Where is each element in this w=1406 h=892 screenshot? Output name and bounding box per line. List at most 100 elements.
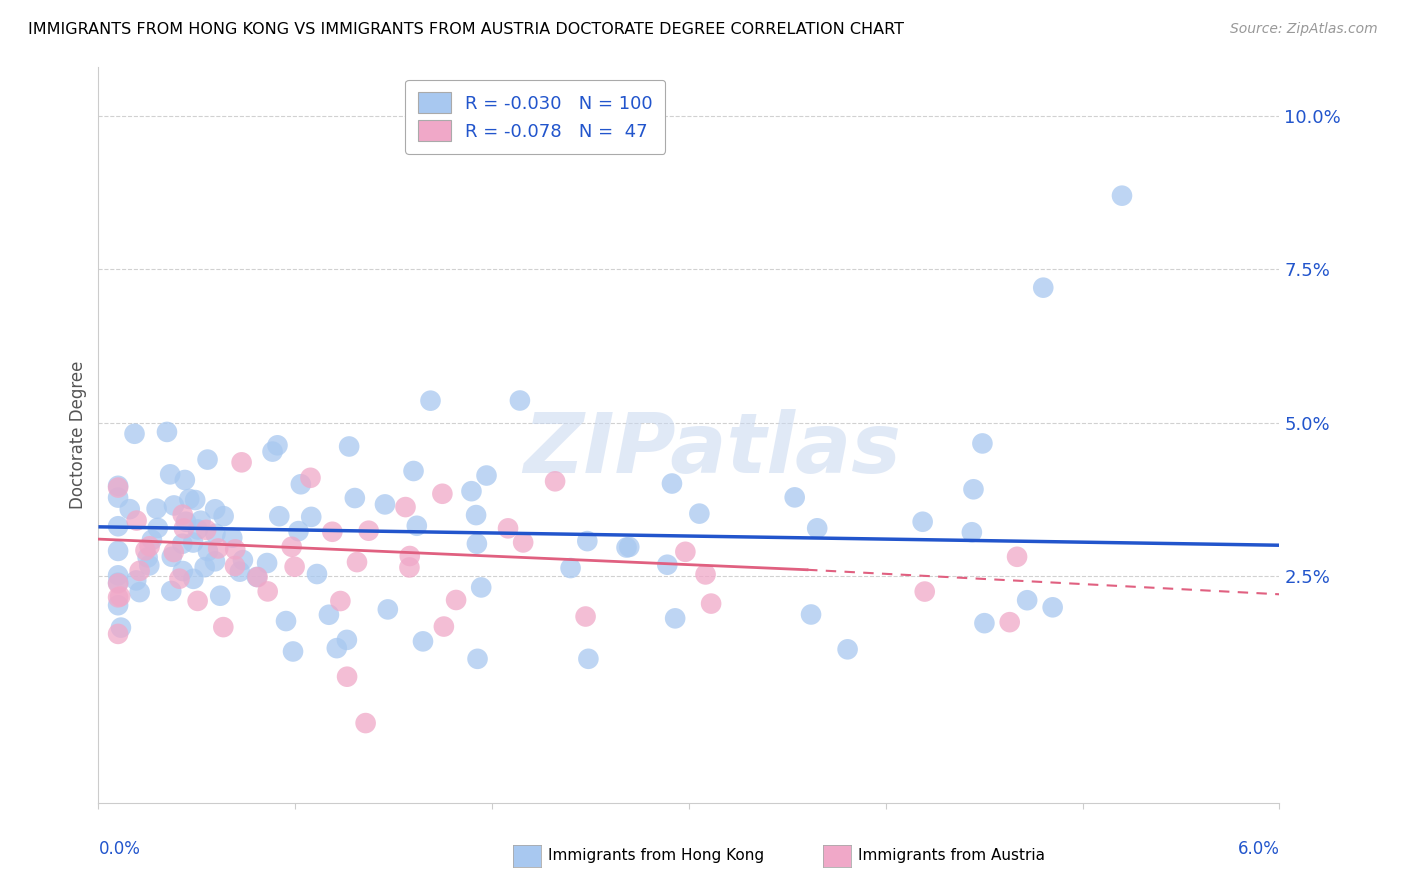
Point <box>374 497 396 511</box>
Point <box>134 543 156 558</box>
Point <box>160 549 183 564</box>
Point <box>204 526 226 541</box>
Point <box>194 560 217 574</box>
Point <box>962 483 984 497</box>
Point <box>179 491 201 506</box>
Point <box>326 641 349 656</box>
Point <box>187 523 209 537</box>
Point <box>357 524 380 538</box>
Point <box>269 509 291 524</box>
Point <box>432 487 454 501</box>
Point <box>159 467 181 482</box>
Point <box>783 491 806 505</box>
Point <box>197 452 219 467</box>
Point <box>212 509 235 524</box>
Point <box>433 619 456 633</box>
Point <box>1032 280 1054 294</box>
Point <box>405 518 427 533</box>
Point <box>128 564 150 578</box>
Point <box>107 491 129 505</box>
Point <box>336 632 359 647</box>
Point <box>465 537 488 551</box>
Point <box>156 425 179 439</box>
Point <box>172 564 194 578</box>
Point <box>509 393 531 408</box>
Point <box>246 570 269 584</box>
Point <box>574 609 596 624</box>
Point <box>972 436 994 450</box>
Point <box>475 468 498 483</box>
Point <box>204 554 226 568</box>
Point <box>125 514 148 528</box>
Point <box>160 584 183 599</box>
Text: IMMIGRANTS FROM HONG KONG VS IMMIGRANTS FROM AUSTRIA DOCTORATE DEGREE CORRELATIO: IMMIGRANTS FROM HONG KONG VS IMMIGRANTS … <box>28 22 904 37</box>
Point <box>207 541 229 556</box>
Point <box>212 620 235 634</box>
Point <box>398 560 420 574</box>
Point <box>444 593 467 607</box>
Point <box>467 652 489 666</box>
Point <box>197 544 219 558</box>
Point <box>138 558 160 573</box>
Point <box>346 555 368 569</box>
Point <box>274 614 297 628</box>
Point <box>256 584 278 599</box>
Point <box>806 521 828 535</box>
Point <box>108 590 131 604</box>
Point <box>232 553 254 567</box>
Point <box>299 509 322 524</box>
Point <box>107 598 129 612</box>
Point <box>224 558 246 573</box>
Point <box>560 561 582 575</box>
Point <box>136 550 159 565</box>
Point <box>657 558 679 572</box>
Point <box>221 531 243 545</box>
Point <box>224 542 246 557</box>
Point <box>800 607 823 622</box>
Point <box>141 533 163 547</box>
Point <box>281 644 304 658</box>
Point <box>190 514 212 528</box>
Point <box>172 508 194 522</box>
Point <box>299 471 322 485</box>
Point <box>107 479 129 493</box>
Point <box>419 393 441 408</box>
Point <box>412 634 434 648</box>
Point <box>470 581 492 595</box>
Point <box>231 455 253 469</box>
Point <box>960 525 983 540</box>
Point <box>229 565 252 579</box>
Point <box>911 515 934 529</box>
Point <box>107 568 129 582</box>
Point <box>576 652 599 666</box>
Point <box>187 594 209 608</box>
Point <box>128 585 150 599</box>
Point <box>163 499 186 513</box>
Point <box>914 584 936 599</box>
Y-axis label: Doctorate Degree: Doctorate Degree <box>69 360 87 509</box>
Point <box>145 501 167 516</box>
Point <box>695 567 717 582</box>
Point <box>336 670 359 684</box>
Point <box>512 535 534 549</box>
Point <box>173 521 195 535</box>
Point <box>107 544 129 558</box>
Point <box>163 545 186 559</box>
Point <box>321 524 343 539</box>
Point <box>266 438 288 452</box>
Point <box>262 444 284 458</box>
Point <box>354 716 377 731</box>
Legend: R = -0.030   N = 100, R = -0.078   N =  47: R = -0.030 N = 100, R = -0.078 N = 47 <box>405 79 665 153</box>
Point <box>377 602 399 616</box>
Point <box>107 575 129 590</box>
Point <box>174 515 197 529</box>
Point <box>318 607 340 622</box>
Text: Immigrants from Hong Kong: Immigrants from Hong Kong <box>548 848 765 863</box>
Point <box>1005 549 1028 564</box>
Point <box>998 615 1021 629</box>
Text: 0.0%: 0.0% <box>98 839 141 857</box>
Point <box>181 535 204 549</box>
Point <box>173 473 195 487</box>
Point <box>169 572 191 586</box>
Point <box>837 642 859 657</box>
